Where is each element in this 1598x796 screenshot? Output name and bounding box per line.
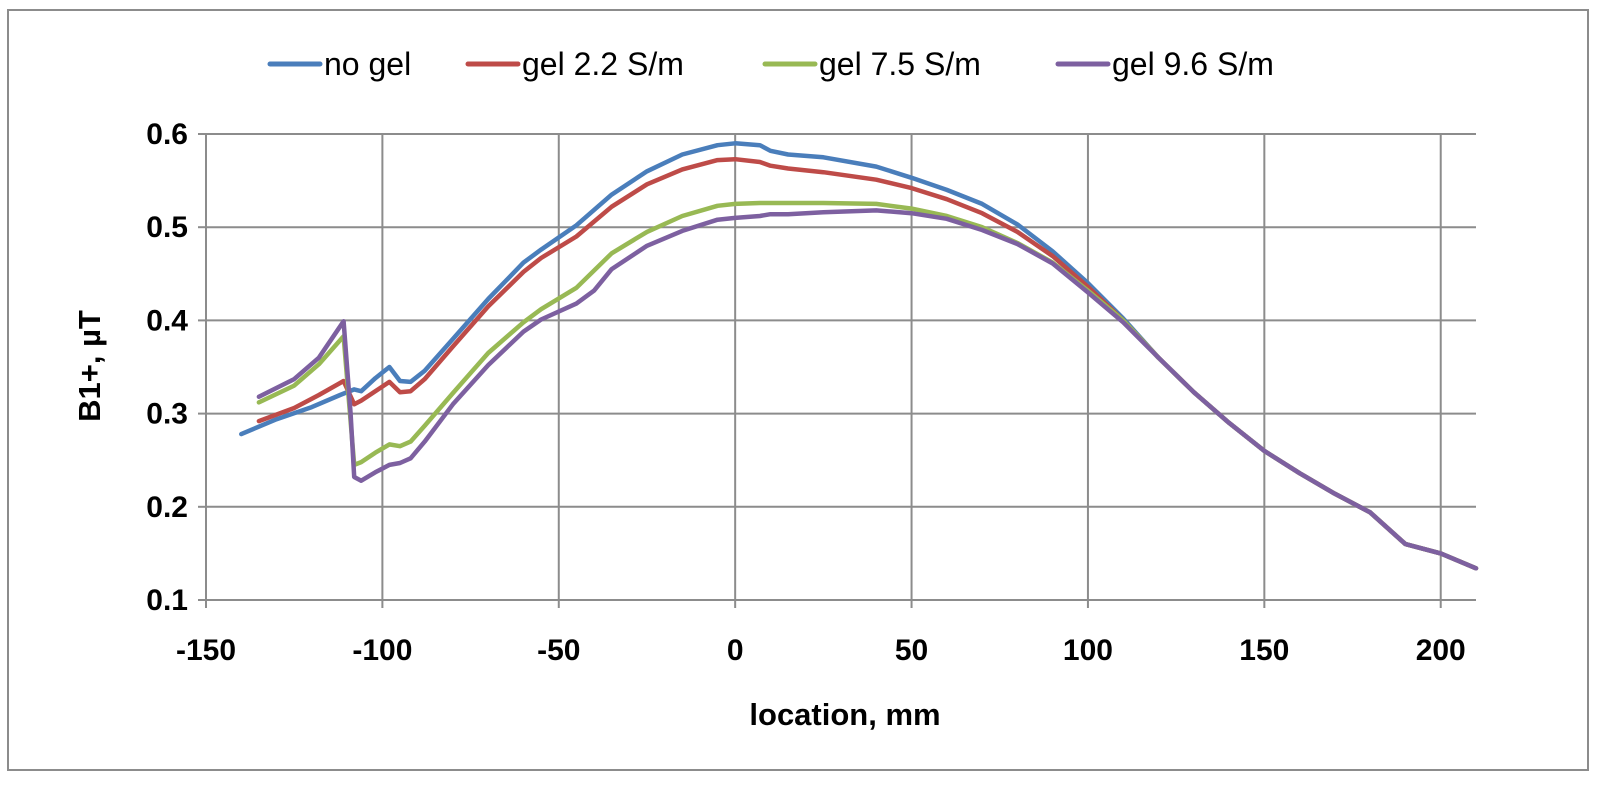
x-tick-label: -150 (176, 634, 236, 667)
y-axis-title: B1+, µT (72, 310, 107, 422)
x-tick-label: 0 (727, 634, 744, 667)
legend-label: gel 7.5 S/m (819, 46, 981, 82)
legend-label: no gel (324, 46, 411, 82)
y-tick-label: 0.2 (146, 491, 188, 524)
axes (198, 133, 1476, 608)
x-tick-labels: -150 -100 -50 0 50 100 150 200 (176, 634, 1466, 667)
y-tick-label: 0.4 (146, 304, 188, 337)
x-axis-title: location, mm (749, 697, 940, 732)
chart-border (7, 9, 1589, 771)
legend-label: gel 2.2 S/m (522, 46, 684, 82)
x-tick-label: -100 (352, 634, 412, 667)
x-tick-label: 150 (1239, 634, 1289, 667)
x-tick-label: 200 (1416, 634, 1466, 667)
legend: no gel gel 2.2 S/m gel 7.5 S/m gel 9.6 S/m (267, 46, 1274, 82)
x-tick-label: 50 (895, 634, 928, 667)
x-tick-label: -50 (537, 634, 580, 667)
legend-label: gel 9.6 S/m (1112, 46, 1274, 82)
y-tick-labels: 0.1 0.2 0.3 0.4 0.5 0.6 (146, 118, 188, 617)
series-line-3 (256, 208, 1479, 571)
y-tick-label: 0.6 (146, 118, 188, 151)
y-tick-label: 0.1 (146, 584, 188, 617)
x-tick-label: 100 (1063, 634, 1113, 667)
y-tick-label: 0.5 (146, 211, 188, 244)
series-lines (239, 141, 1479, 571)
y-tick-label: 0.3 (146, 398, 188, 431)
